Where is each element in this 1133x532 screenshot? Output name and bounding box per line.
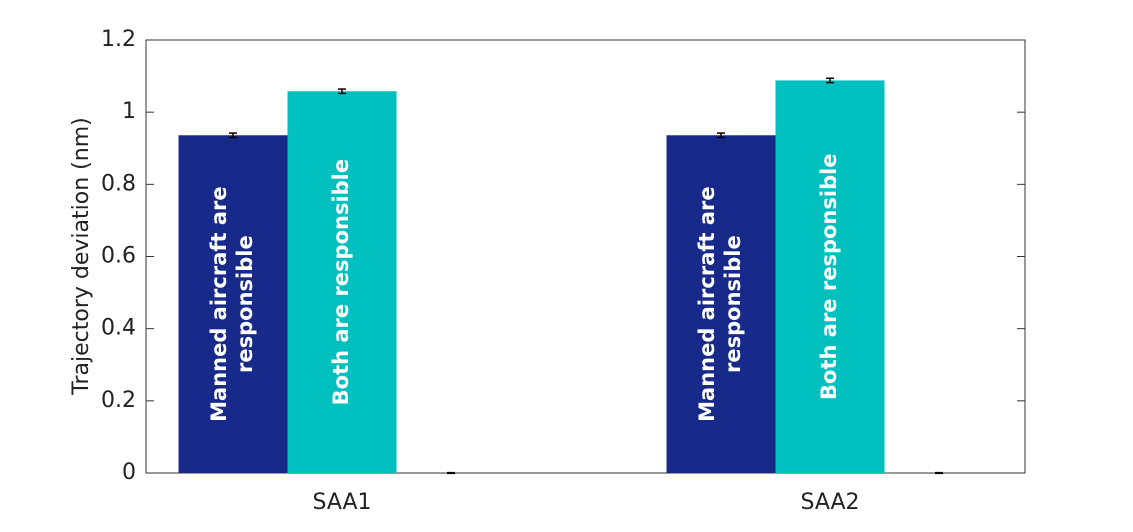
error-bar <box>826 77 834 84</box>
bar-label: Manned aircraft areresponsible <box>207 186 257 422</box>
x-tick-label: SAA1 <box>312 490 371 515</box>
y-tick-label: 1 <box>122 99 136 124</box>
y-tick-label: 0.8 <box>101 171 136 196</box>
x-tick-label: SAA2 <box>800 490 859 515</box>
error-bar <box>447 471 455 475</box>
y-tick-label: 0 <box>122 460 136 485</box>
error-bar <box>338 88 346 95</box>
y-tick-label: 0.6 <box>101 244 136 269</box>
bar <box>287 91 397 473</box>
bar <box>666 135 776 473</box>
y-tick-label: 0.4 <box>101 316 136 341</box>
error-bar <box>935 471 943 475</box>
bar-label: Both are responsible <box>817 153 841 400</box>
y-tick-label: 1.2 <box>101 27 136 52</box>
y-axis-label: Trajectory deviation (nm) <box>69 117 94 395</box>
bar <box>178 135 288 473</box>
y-tick-label: 0.2 <box>101 388 136 413</box>
bar <box>775 80 885 473</box>
error-bar <box>717 132 725 139</box>
bar-label: Both are responsible <box>329 159 353 406</box>
error-bar <box>229 132 237 139</box>
bar-label: Manned aircraft areresponsible <box>695 186 745 422</box>
